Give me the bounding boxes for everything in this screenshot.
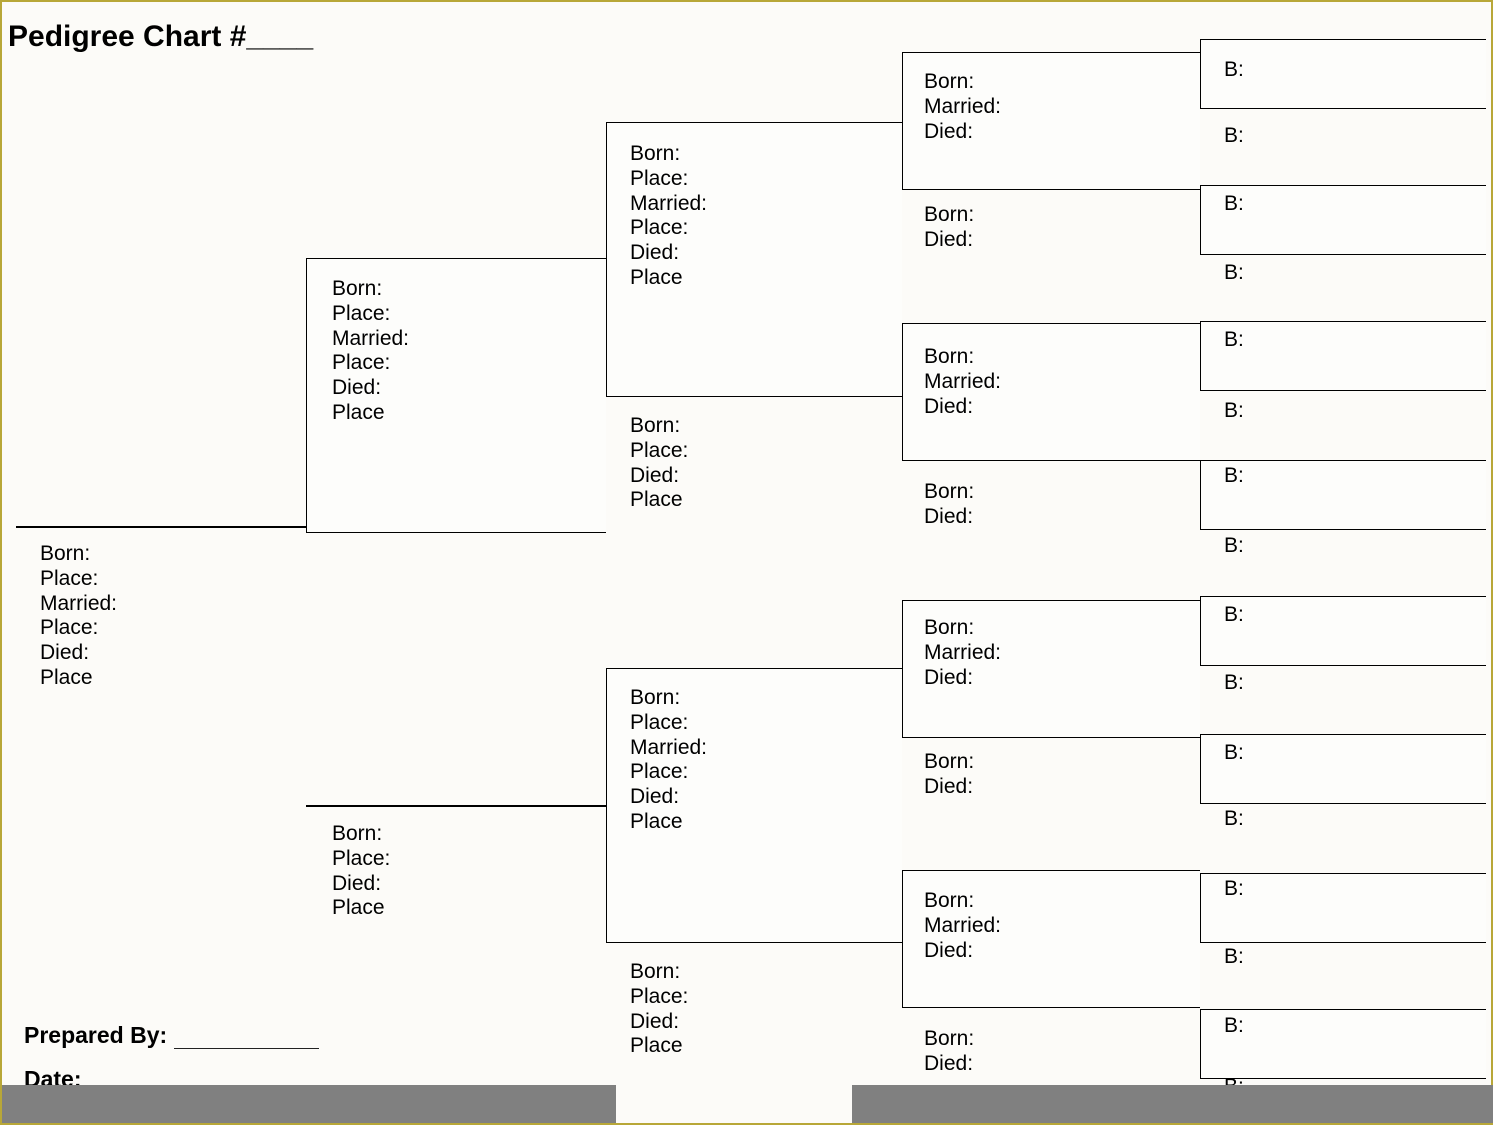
gen4-8-fields: Born: Died: (924, 1027, 974, 1077)
gen5-mid-1: B: (1224, 124, 1244, 149)
gen4-2-fields: Born: Died: (924, 203, 974, 253)
gen5-b-3: B: (1224, 328, 1244, 353)
gen4-7-fields: Born: Married: Died: (924, 889, 1001, 963)
gen4-3-fields: Born: Married: Died: (924, 345, 1001, 419)
prepared-by-label: Prepared By: (24, 1022, 167, 1048)
gen4-4-fields: Born: Died: (924, 480, 974, 530)
prepared-by-row: Prepared By: (24, 1022, 319, 1049)
gen2-mother-fields: Born: Place: Died: Place (332, 822, 390, 921)
gen5-b-4: B: (1224, 464, 1244, 489)
gen1-fields: Born: Place: Married: Place: Died: Place (40, 542, 117, 691)
gen5-mid-6: B: (1224, 807, 1244, 832)
gen5-b-8: B: (1224, 1014, 1244, 1039)
gen2-mother-line (306, 805, 606, 807)
gen5-mid-3: B: (1224, 399, 1244, 424)
gen3-c-fields: Born: Place: Married: Place: Died: Place (630, 686, 707, 835)
prepared-by-blank[interactable] (174, 1027, 319, 1049)
gen1-line (16, 526, 306, 528)
gen5-mid-4: B: (1224, 534, 1244, 559)
gen5-mid-5: B: (1224, 671, 1244, 696)
gen5-b-1: B: (1224, 58, 1244, 83)
bottom-gray-left (2, 1085, 616, 1123)
gen4-5-fields: Born: Married: Died: (924, 616, 1001, 690)
gen5-mid-2: B: (1224, 261, 1244, 286)
bottom-gray-right (852, 1085, 1493, 1123)
gen3-b-fields: Born: Place: Died: Place (630, 414, 688, 513)
gen3-d-fields: Born: Place: Died: Place (630, 960, 688, 1059)
gen5-mid-7: B: (1224, 945, 1244, 970)
gen5-b-6: B: (1224, 741, 1244, 766)
gen4-1-fields: Born: Married: Died: (924, 70, 1001, 144)
gen5-b-5: B: (1224, 603, 1244, 628)
page-title: Pedigree Chart #____ (8, 20, 313, 54)
gen5-b-2: B: (1224, 192, 1244, 217)
gen3-a-fields: Born: Place: Married: Place: Died: Place (630, 142, 707, 291)
gen5-b-7: B: (1224, 877, 1244, 902)
gen2-father-fields: Born: Place: Married: Place: Died: Place (332, 277, 409, 426)
gen4-6-fields: Born: Died: (924, 750, 974, 800)
